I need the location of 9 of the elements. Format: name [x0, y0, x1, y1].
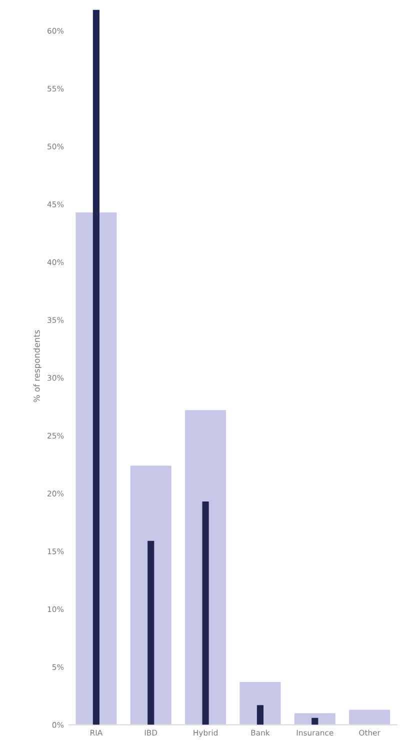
bar — [92, 10, 100, 725]
bar — [312, 718, 318, 725]
bar — [202, 502, 209, 725]
bar — [349, 710, 390, 725]
bar — [256, 705, 264, 725]
bar — [294, 713, 336, 725]
y-axis-title: % of respondents — [33, 330, 42, 402]
bar — [240, 682, 281, 725]
bar — [148, 540, 154, 725]
